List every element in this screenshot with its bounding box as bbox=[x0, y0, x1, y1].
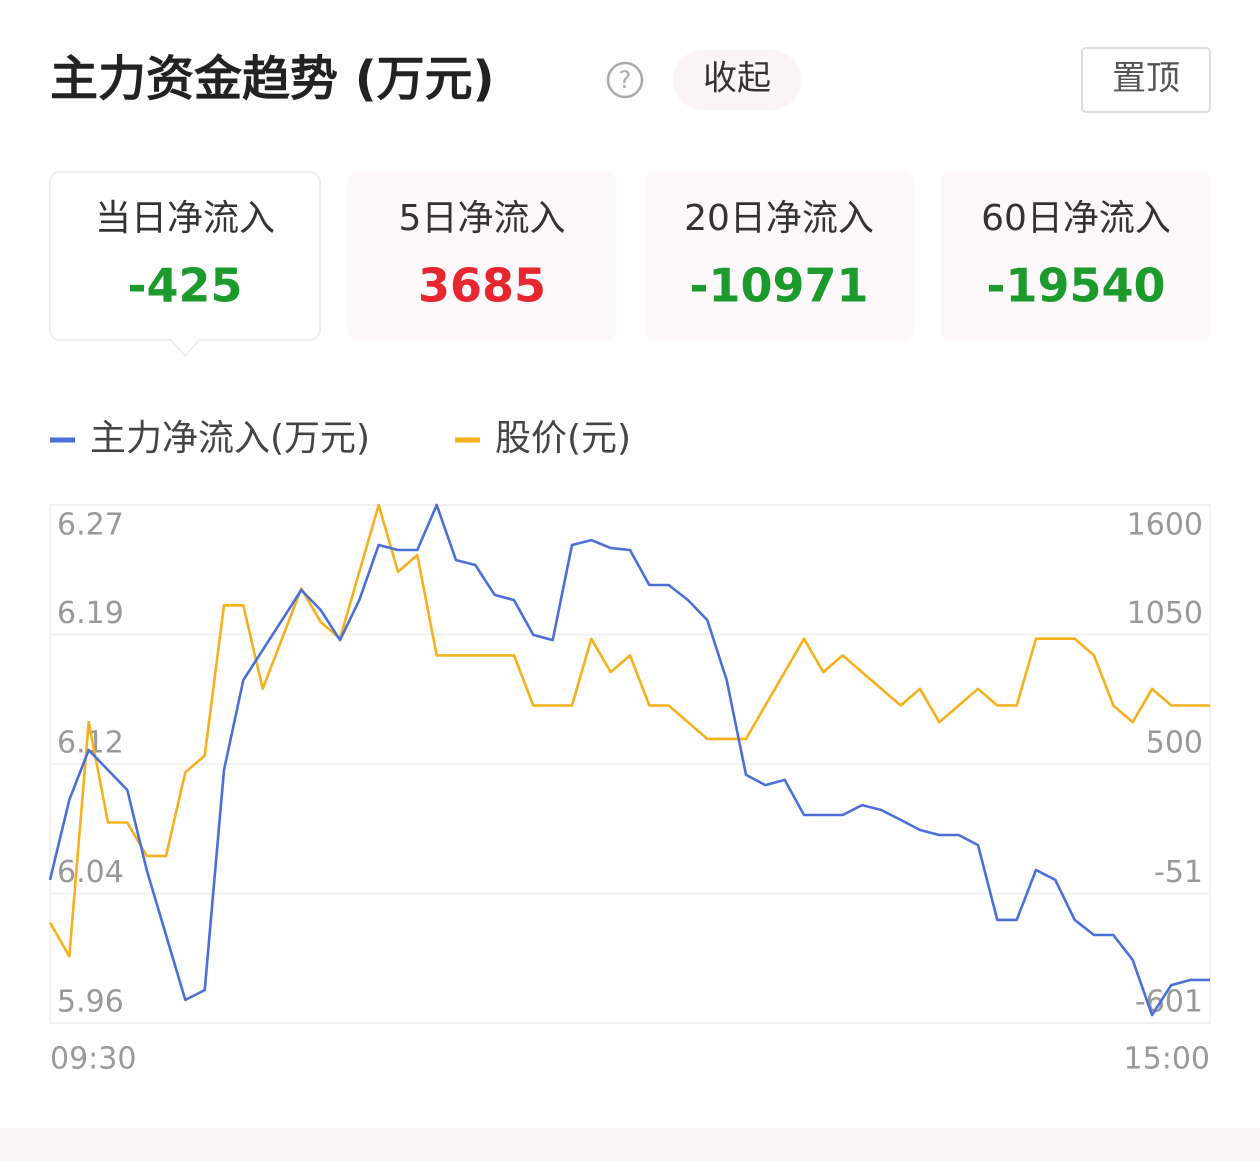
tab-value: 3685 bbox=[418, 259, 546, 313]
y2-tick-label: 1600 bbox=[1127, 508, 1203, 543]
y2-tick-label: 500 bbox=[1146, 726, 1203, 761]
y-tick-label: 6.19 bbox=[57, 596, 124, 631]
collapse-label: 收起 bbox=[703, 59, 771, 99]
tab-value: -425 bbox=[127, 259, 242, 313]
tab-caret bbox=[169, 338, 201, 358]
pin-button[interactable] bbox=[1081, 47, 1211, 113]
tab[interactable] bbox=[941, 172, 1211, 340]
help-icon-text: ? bbox=[619, 66, 632, 94]
y2-tick-label: -51 bbox=[1154, 855, 1203, 890]
tab-value: -10971 bbox=[689, 259, 868, 313]
x-tick-label: 15:00 bbox=[1124, 1042, 1210, 1077]
y-tick-label: 5.96 bbox=[57, 985, 124, 1020]
series-line bbox=[48, 503, 1210, 1017]
tab-label: 60日净流入 bbox=[981, 198, 1171, 239]
title: 主力资金趋势 (万元) bbox=[50, 51, 495, 107]
x-tick-label: 09:30 bbox=[50, 1042, 136, 1077]
y2-tick-label: 1050 bbox=[1127, 596, 1203, 631]
tab-label: 5日净流入 bbox=[399, 198, 566, 239]
y-tick-label: 6.04 bbox=[57, 855, 124, 890]
y-tick-label: 6.27 bbox=[57, 508, 124, 543]
tab-label: 20日净流入 bbox=[684, 198, 874, 239]
series-line bbox=[48, 503, 1210, 958]
tab-value: -19540 bbox=[986, 259, 1165, 313]
legend-label: 主力净流入(万元) bbox=[90, 418, 370, 459]
tab[interactable] bbox=[347, 172, 617, 340]
pin-label: 置顶 bbox=[1112, 59, 1180, 99]
collapse-button[interactable] bbox=[673, 50, 801, 110]
footer-band bbox=[0, 1128, 1260, 1161]
tab-label: 当日净流入 bbox=[95, 198, 275, 239]
help-icon[interactable] bbox=[606, 61, 644, 99]
tab[interactable] bbox=[644, 172, 914, 340]
legend-label: 股价(元) bbox=[495, 418, 631, 459]
